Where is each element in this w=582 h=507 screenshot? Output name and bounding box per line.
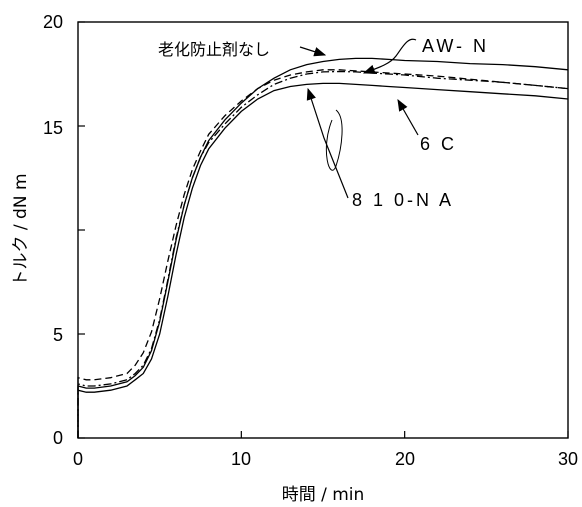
x-tick-label-0: 0 [73,449,83,469]
y-tick-label-20: 20 [43,12,63,32]
x-tick-label-10: 10 [231,449,251,469]
plot-area-frame [77,21,569,439]
leader-aw-n [362,38,417,74]
series-group [77,57,569,438]
series-line-0 [77,57,569,438]
x-axis-label: 時間 / min [282,485,365,505]
x-tick-label-20: 20 [395,449,415,469]
annotation-810-na: 8 1 0-N A [352,190,454,210]
y-axis-label: トルク / dN m [11,173,31,286]
leader-no-antioxidant [299,46,327,57]
y-tick-label-15: 15 [43,118,63,138]
series-line-2 [77,82,569,438]
annotation-no-antioxidant: 老化防止剤なし [158,40,270,59]
y-tick-label-5: 5 [53,325,63,345]
leader-810-na [306,87,349,199]
series-line-3 [77,69,569,438]
scribble-810-na [325,109,343,171]
y-tick-label-0: 0 [53,428,63,448]
annotation-6c: 6 C [420,134,457,154]
annotation-aw-n: AW- N [422,36,489,56]
x-tick-label-30: 30 [558,449,578,469]
series-line-1 [77,70,569,438]
leader-6c [397,98,419,136]
axis-ticks [77,21,569,439]
